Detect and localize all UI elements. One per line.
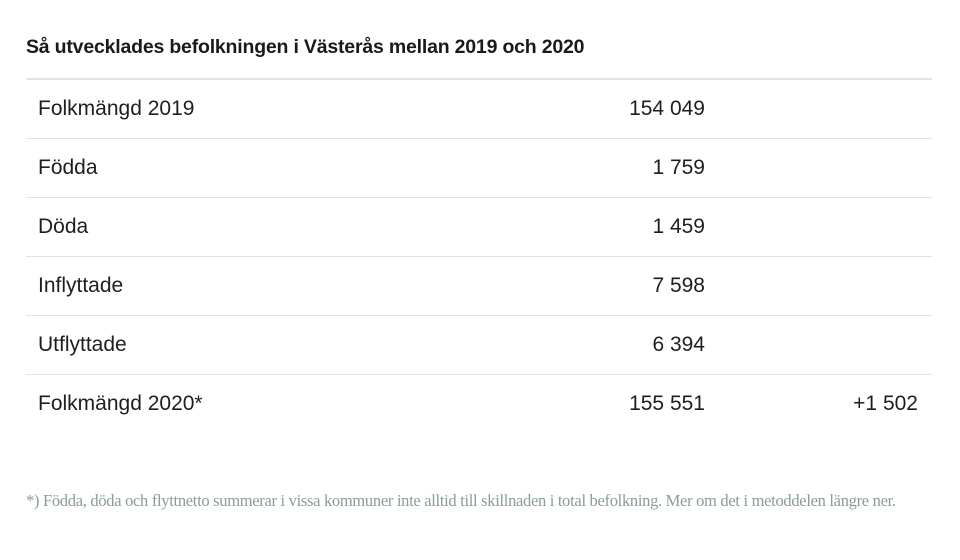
table-row: Döda 1 459: [26, 198, 932, 257]
table-title: Så utvecklades befolkningen i Västerås m…: [26, 36, 585, 58]
row-value: 155 551: [629, 392, 705, 415]
row-value: 1 459: [652, 215, 705, 238]
table-row: Födda 1 759: [26, 139, 932, 198]
row-change: +1 502: [853, 392, 918, 415]
row-value: 1 759: [652, 156, 705, 179]
row-label: Födda: [38, 156, 98, 179]
row-label: Folkmängd 2019: [38, 97, 195, 120]
row-label: Döda: [38, 215, 89, 238]
row-label: Inflyttade: [38, 274, 124, 297]
row-value: 6 394: [652, 333, 705, 356]
table-row: Utflyttade 6 394: [26, 316, 932, 375]
table-row: Folkmängd 2019 154 049: [26, 80, 932, 139]
row-label: Folkmängd 2020*: [38, 392, 203, 415]
population-table: Folkmängd 2019 154 049 Födda 1 759 Döda …: [26, 78, 932, 433]
footnote: *) Födda, döda och flyttnetto summerar i…: [26, 491, 896, 510]
row-value: 7 598: [652, 274, 705, 297]
row-value: 154 049: [629, 97, 705, 120]
table-row: Inflyttade 7 598: [26, 257, 932, 316]
table-row: Folkmängd 2020* 155 551 +1 502: [26, 375, 932, 433]
row-label: Utflyttade: [38, 333, 127, 356]
